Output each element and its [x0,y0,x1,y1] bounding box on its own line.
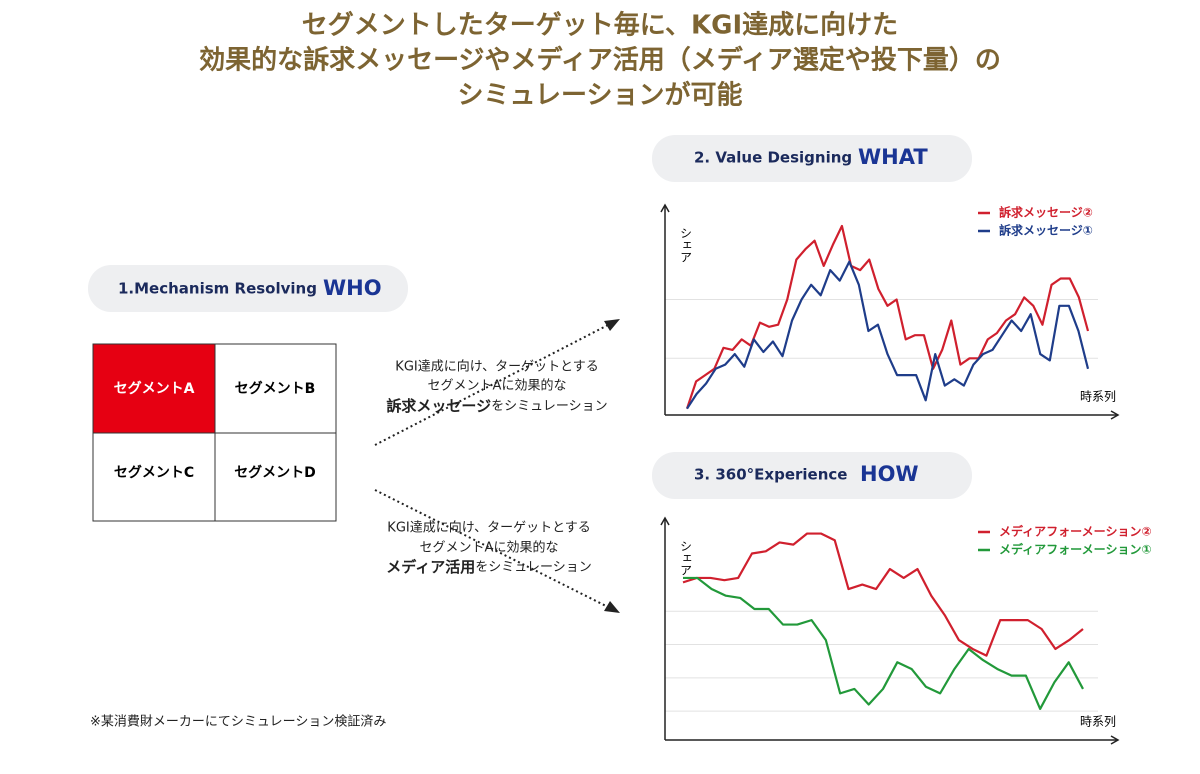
step-keyword: HOW [860,462,919,486]
x-axis-label: 時系列 [1080,715,1116,729]
series-line [683,576,1084,711]
title-line: 効果的な訴求メッセージやメディア活用（メディア選定や投下量）の [199,45,1001,76]
pill [652,135,972,182]
segment: セグメントB [235,380,316,397]
series-line [686,260,1090,410]
annotation-rest: をシミュレーション [475,560,591,575]
arrow [374,489,609,608]
annotation-rest: をシミュレーション [491,399,607,414]
segment: セグメントA [114,380,195,397]
segment-cell [93,344,215,433]
y-axis-label: シェア [679,227,693,263]
pill [88,265,408,312]
segment: セグメントD [234,464,316,481]
axis-arrow [1110,410,1120,420]
legend-label: 訴求メッセージ① [999,223,1093,238]
annotation-bold: 訴求メッセージ [386,397,491,415]
pill [652,452,972,499]
x-axis-label: 時系列 [1080,390,1116,404]
axis-arrow [1110,735,1120,745]
arrow [374,324,609,446]
annotation: 訴求メッセージをシミュレーション [386,397,607,415]
step-label: 3. 360°Experience [694,466,847,484]
footnote: ※某消費財メーカーにてシミュレーション検証済み [90,714,386,730]
axis-arrow [660,516,670,526]
arrowhead [604,601,620,613]
y-axis-label: シェア [679,540,693,576]
step-label: 1.Mechanism Resolving [118,280,317,298]
series-line [682,532,1084,657]
annotation: セグメントAに効果的な [420,540,559,556]
legend-label: メディアフォーメーション① [999,542,1152,557]
annotation: メディア活用をシミュレーション [386,558,591,576]
title-line: セグメントしたターゲット毎に、KGI達成に向けた [302,10,898,41]
series-line [685,224,1090,410]
title-line: シミュレーションが可能 [458,80,743,111]
segment: セグメントC [114,464,194,481]
annotation: KGI達成に向け、ターゲットとする [395,359,598,375]
annotation: セグメントAに効果的な [428,378,567,394]
axis-arrow [660,203,670,213]
arrowhead [604,319,620,331]
step-label: 2. Value Designing [694,149,852,167]
legend-label: メディアフォーメーション② [999,524,1152,539]
annotation: KGI達成に向け、ターゲットとする [387,520,590,536]
step-keyword: WHAT [858,145,928,169]
step-keyword: WHO [323,276,382,300]
annotation-bold: メディア活用 [386,558,475,576]
legend-label: 訴求メッセージ② [999,205,1093,220]
